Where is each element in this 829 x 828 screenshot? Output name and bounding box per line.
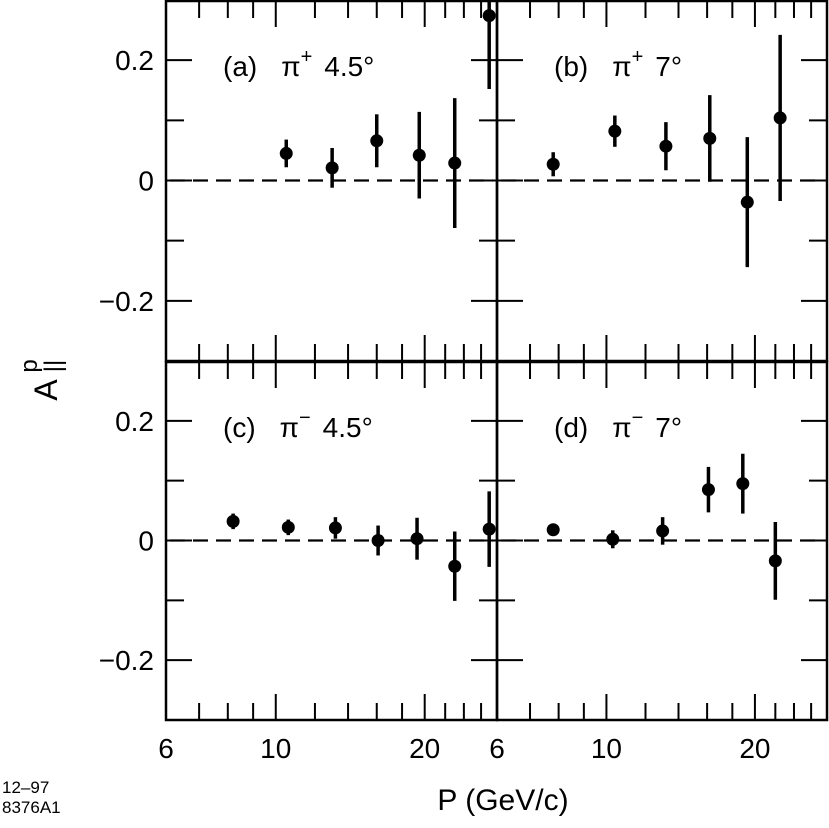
y-axis-label: A p || (16, 359, 67, 400)
panel-c-point-0 (226, 514, 240, 528)
panel-a-point-2 (370, 134, 384, 148)
y-axis-label-subscript: || (40, 360, 67, 372)
panel-c-point-3 (371, 534, 385, 547)
panel-d-title: (d) π− 7° (554, 407, 682, 443)
panel-c: −0.2 0 0.2 6 10 20 (c) π− 4.5° (99, 360, 499, 764)
panel-a-ytick-label: 0 (138, 166, 154, 197)
panel-c-xtick-label: 20 (409, 733, 440, 764)
panel-d-xtick-label: 20 (739, 733, 770, 764)
panel-c-xtick-label: 6 (158, 733, 174, 764)
y-axis-label-superscript: p (16, 359, 43, 372)
footnote-code: 8376A1 (2, 798, 61, 817)
panel-d-point-3 (701, 483, 715, 497)
panel-c-point-5 (448, 559, 462, 573)
y-axis-label-main: A (28, 379, 64, 401)
panel-c-ytick-label: 0.2 (115, 406, 154, 437)
panel-a-point-5 (482, 9, 496, 23)
panel-d-point-1 (606, 532, 620, 546)
panel-a-point-1 (325, 161, 339, 175)
panel-a-point-3 (412, 148, 426, 162)
panel-d-point-4 (736, 477, 750, 491)
panel-b-point-2 (659, 139, 673, 153)
panel-c-point-4 (410, 532, 424, 546)
panel-c-ytick-label: 0 (138, 526, 154, 557)
panel-b: (b) π+ 7° (495, 0, 829, 363)
panel-b-point-0 (546, 157, 560, 171)
panel-c-ytick-label: −0.2 (99, 645, 154, 676)
panel-b-point-1 (608, 124, 622, 138)
panel-a-title: (a) π+ 4.5° (223, 46, 374, 82)
panel-c-xtick-label: 10 (260, 733, 291, 764)
panel-a-point-0 (279, 146, 293, 160)
panel-b-title: (b) π+ 7° (554, 46, 682, 82)
panel-d-point-0 (546, 523, 560, 537)
panel-a-ytick-label: 0.2 (115, 45, 154, 76)
footnote-date: 12–97 (2, 778, 50, 797)
panel-a: −0.2 0 0.2 (a) π+ 4.5° (99, 0, 499, 363)
panel-d-xtick-label: 10 (591, 733, 622, 764)
panel-c-title: (c) π− 4.5° (223, 407, 373, 443)
panel-b-point-5 (773, 111, 787, 125)
panel-a-ytick-label: −0.2 (99, 286, 154, 317)
panels-group: −0.2 0 0.2 (a) π+ 4.5° (b) π+ 7° −0.2 0 0.2 6 10 20 (c)… (99, 0, 829, 764)
panel-c-point-2 (328, 521, 342, 535)
panel-c-point-1 (281, 520, 295, 534)
panel-d-xtick-label: 6 (489, 733, 505, 764)
panel-b-point-4 (740, 195, 754, 209)
panel-b-point-3 (703, 131, 717, 145)
panel-a-point-4 (448, 156, 462, 170)
panel-d-point-2 (656, 524, 670, 538)
x-axis-label: P (GeV/c) (437, 784, 568, 817)
panel-c-point-6 (482, 522, 496, 536)
panel-d: 6 10 20 (d) π− 7° (489, 360, 829, 764)
panel-d-point-5 (768, 554, 782, 568)
